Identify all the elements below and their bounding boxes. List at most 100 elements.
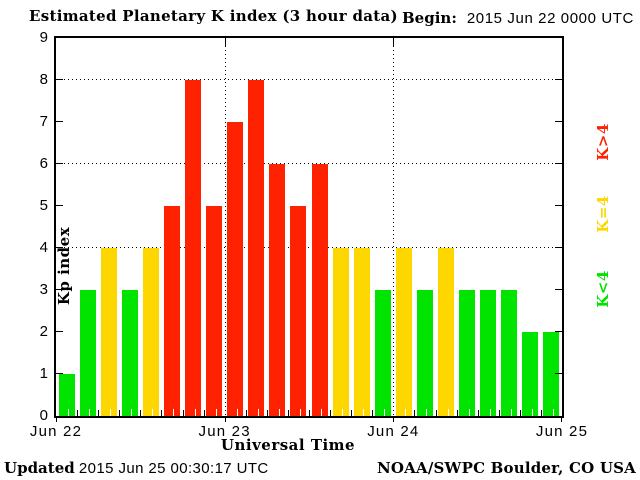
bar-base-tick	[405, 409, 407, 416]
y-tick	[56, 205, 63, 206]
bar-base-tick	[384, 409, 386, 416]
kp-bar	[522, 332, 539, 416]
y-tick	[555, 205, 562, 206]
gridline-y-4	[56, 247, 562, 248]
kp-bar	[206, 206, 223, 416]
kp-bar	[353, 248, 370, 416]
x-minor-tick	[309, 410, 310, 416]
y-tick	[555, 373, 562, 374]
kp-bar	[501, 290, 518, 416]
y-tick	[555, 163, 562, 164]
kp-bar	[543, 332, 560, 416]
y-tick	[56, 373, 63, 374]
y-tick	[555, 247, 562, 248]
y-tick-label: 7	[39, 113, 48, 130]
kp-bar	[185, 80, 202, 416]
updated-label: Updated	[4, 459, 75, 477]
bar-base-tick	[321, 409, 323, 416]
y-tick	[56, 289, 63, 290]
y-tick-label: 9	[39, 29, 48, 46]
bar-base-tick	[552, 409, 554, 416]
kp-bar	[163, 206, 180, 416]
bar-base-tick	[426, 409, 428, 416]
kp-bar	[311, 164, 328, 416]
x-minor-tick	[372, 410, 374, 416]
chart-title: Estimated Planetary K index (3 hour data…	[29, 7, 398, 25]
bar-base-tick	[152, 409, 154, 416]
x-minor-tick	[119, 410, 121, 416]
x-minor-tick	[456, 410, 458, 416]
bar-base-tick	[278, 409, 280, 416]
bar-base-tick	[447, 409, 449, 416]
x-tick-label: Jun 22	[29, 423, 83, 440]
gridline-y-6	[56, 163, 562, 164]
day-axis-tick	[393, 417, 394, 422]
y-tick-label: 4	[39, 239, 48, 256]
begin-annotation: Begin: 2015 Jun 22 0000 UTC	[402, 9, 634, 27]
x-minor-tick	[414, 410, 416, 416]
x-minor-tick	[77, 410, 79, 416]
y-tick	[555, 121, 562, 122]
y-tick	[56, 331, 63, 332]
kp-bar	[395, 248, 412, 416]
y-tick-label: 2	[39, 323, 48, 340]
gridline-day	[225, 38, 226, 416]
y-tick	[555, 79, 562, 80]
y-tick	[56, 163, 63, 164]
y-axis-title: Kp index	[55, 226, 73, 306]
x-minor-tick	[498, 410, 500, 416]
x-minor-tick	[287, 410, 289, 416]
kp-bar	[459, 290, 476, 416]
kp-bar	[416, 290, 433, 416]
kp-bar	[121, 290, 138, 416]
kp-bar	[227, 122, 244, 416]
y-tick-label: 5	[39, 197, 48, 214]
y-tick-label: 6	[39, 155, 48, 172]
x-minor-tick	[98, 410, 100, 416]
y-tick	[555, 289, 562, 290]
x-tick-label: Jun 25	[535, 423, 589, 440]
kp-bar	[58, 374, 75, 416]
bar-base-tick	[531, 409, 533, 416]
bar-base-tick	[131, 409, 133, 416]
bar-base-tick	[363, 409, 365, 416]
day-top-tick	[393, 38, 394, 46]
y-tick-label: 3	[39, 281, 48, 298]
legend-yellow: K=4	[594, 195, 612, 233]
legend-red: K>4	[594, 123, 612, 161]
plot-area: Kp index	[54, 36, 564, 422]
x-minor-tick	[245, 410, 247, 416]
bar-base-tick	[342, 409, 344, 416]
footer-credit: NOAA/SWPC Boulder, CO USA	[376, 459, 636, 477]
y-tick-label: 8	[39, 71, 48, 88]
bar-base-tick	[489, 409, 491, 416]
day-axis-tick	[56, 417, 57, 422]
legend-green: K<4	[594, 270, 612, 308]
x-minor-tick	[182, 410, 184, 416]
kp-bar	[269, 164, 286, 416]
x-minor-tick	[203, 410, 205, 416]
bar-base-tick	[299, 409, 301, 416]
x-minor-tick	[519, 410, 521, 416]
bar-base-tick	[173, 409, 175, 416]
y-tick	[56, 79, 63, 80]
y-tick	[555, 331, 562, 332]
x-minor-tick	[330, 410, 332, 416]
y-tick-label: 1	[39, 365, 48, 382]
bar-base-tick	[215, 409, 217, 416]
x-tick-label: Jun 24	[367, 423, 420, 440]
gridline-day	[393, 38, 394, 416]
kp-bar	[142, 248, 159, 416]
bar-base-tick	[194, 409, 196, 416]
kp-bar	[248, 80, 265, 416]
kp-bar	[332, 248, 349, 416]
bar-base-tick	[468, 409, 470, 416]
bar-base-tick	[257, 409, 259, 416]
day-top-tick	[225, 38, 226, 46]
x-minor-tick	[266, 410, 268, 416]
kp-bar	[290, 206, 307, 416]
y-tick	[56, 247, 63, 248]
kp-bar	[438, 248, 455, 416]
begin-label: Begin:	[402, 9, 457, 27]
x-tick-label: Jun 23	[198, 423, 251, 440]
